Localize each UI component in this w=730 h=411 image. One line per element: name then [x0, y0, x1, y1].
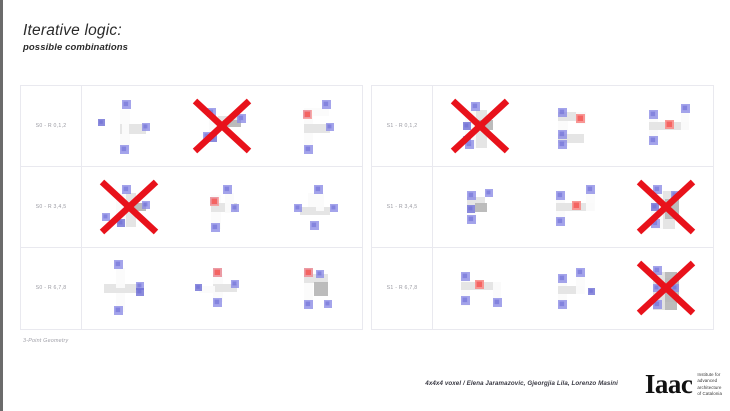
cell-s1-r345-1[interactable]	[433, 167, 526, 248]
voxel-diagram	[86, 90, 172, 162]
voxel-diagram	[86, 171, 172, 243]
grid-block-gap	[363, 85, 371, 330]
voxel-diagram	[623, 171, 709, 243]
voxel-diagram	[272, 171, 358, 243]
footnote-geometry: 3-Point Geometry	[23, 338, 69, 344]
voxel-diagram	[179, 171, 265, 243]
table-row: S0 - R 0,1,2	[20, 85, 363, 167]
title-main: Iterative logic:	[23, 22, 122, 39]
table-row: S0 - R 6,7,8	[20, 248, 363, 330]
table-row: S1 - R 3,4,5	[371, 166, 714, 249]
cell-s0-r345-3[interactable]	[269, 167, 362, 248]
row-cells	[82, 248, 363, 329]
cell-s1-r678-3[interactable]	[620, 248, 713, 329]
iaac-logo-line-4: of Catalonia	[697, 390, 722, 396]
cell-s0-r345-1[interactable]	[82, 167, 175, 248]
row-cells	[433, 166, 714, 248]
iaac-logo-line-1: Institute for	[697, 372, 721, 378]
voxel-diagram	[272, 90, 358, 162]
iaac-logo-line-3: architecture	[697, 384, 722, 390]
cell-s0-r012-1[interactable]	[82, 86, 175, 166]
iaac-logo-mark: Iaac	[644, 369, 693, 399]
voxel-diagram	[530, 252, 616, 324]
row-cells	[82, 166, 363, 248]
cell-s0-r678-2[interactable]	[175, 248, 268, 329]
cell-s0-r678-1[interactable]	[82, 248, 175, 329]
cell-s0-r012-2[interactable]	[175, 86, 268, 166]
row-label: S0 - R 6,7,8	[20, 248, 82, 329]
row-label: S0 - R 3,4,5	[20, 166, 82, 248]
cell-s1-r012-1[interactable]	[433, 86, 526, 166]
cell-s0-r012-3[interactable]	[269, 86, 362, 166]
table-row: S1 - R 6,7,8	[371, 248, 714, 330]
voxel-diagram	[530, 171, 616, 243]
cell-s1-r678-1[interactable]	[433, 248, 526, 329]
slide-left-accent-bar	[0, 0, 3, 411]
cell-s1-r345-3[interactable]	[620, 167, 713, 248]
row-label: S0 - R 0,1,2	[20, 86, 82, 166]
voxel-diagram	[437, 171, 523, 243]
voxel-diagram	[179, 252, 265, 324]
voxel-diagram	[437, 90, 523, 162]
row-cells	[433, 86, 714, 166]
cell-s0-r678-3[interactable]	[269, 248, 362, 329]
cell-s0-r345-2[interactable]	[175, 167, 268, 248]
row-label: S1 - R 3,4,5	[371, 166, 433, 248]
row-label: S1 - R 6,7,8	[371, 248, 433, 329]
cell-s1-r678-2[interactable]	[526, 248, 619, 329]
slide-canvas: Iterative logic: possible combinations S…	[3, 0, 730, 411]
combination-grid: S0 - R 0,1,2 S0 - R 3,4,5 S0 - R 6,7,8 S1…	[20, 85, 714, 330]
voxel-diagram	[530, 90, 616, 162]
row-cells	[82, 86, 363, 166]
row-cells	[433, 248, 714, 329]
s0-block: S0 - R 0,1,2 S0 - R 3,4,5 S0 - R 6,7,8	[20, 85, 363, 330]
iaac-logo: Iaac Institute for advanced architecture…	[645, 371, 722, 398]
row-label: S1 - R 0,1,2	[371, 86, 433, 166]
voxel-diagram	[623, 90, 709, 162]
iaac-logo-text: Institute for advanced architecture of C…	[697, 372, 722, 396]
table-row: S1 - R 0,1,2	[371, 85, 714, 167]
credits-line: 4x4x4 voxel / Elena Jaramazovic, Gjeorgj…	[425, 380, 618, 387]
s1-block: S1 - R 0,1,2 S1 - R 3,4,5 S1 - R 6,7,8	[371, 85, 714, 330]
cell-s1-r345-2[interactable]	[526, 167, 619, 248]
table-row: S0 - R 3,4,5	[20, 166, 363, 249]
iaac-logo-line-2: advanced	[697, 378, 718, 384]
voxel-diagram	[86, 252, 172, 324]
voxel-diagram	[623, 252, 709, 324]
cell-s1-r012-3[interactable]	[620, 86, 713, 166]
voxel-diagram	[179, 90, 265, 162]
cell-s1-r012-2[interactable]	[526, 86, 619, 166]
voxel-diagram	[272, 252, 358, 324]
voxel-diagram	[437, 252, 523, 324]
title-subtitle: possible combinations	[23, 41, 129, 53]
page-title: Iterative logic: possible combinations	[23, 22, 128, 53]
